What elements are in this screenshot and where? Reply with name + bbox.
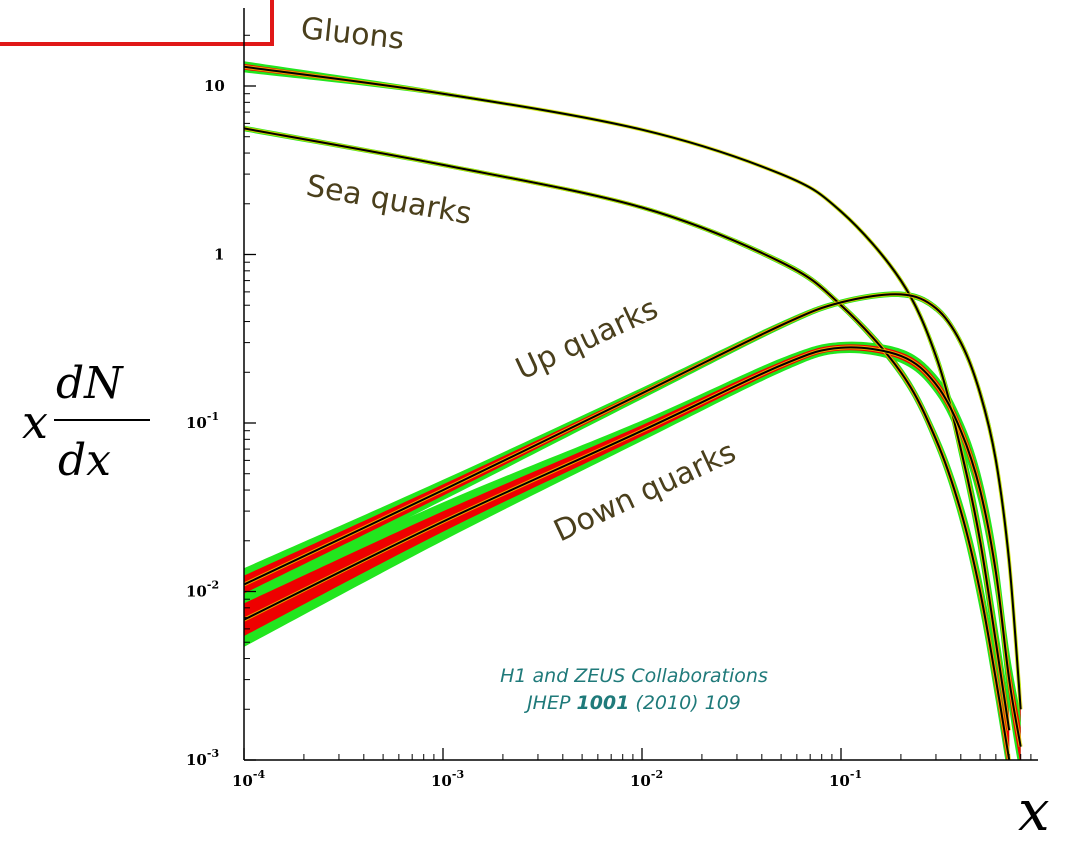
citation: H1 and ZEUS Collaborations JHEP 1001 (20… xyxy=(424,663,844,717)
y-tick-label: 1 xyxy=(214,246,224,264)
up-quarks-central-line xyxy=(244,293,1022,710)
y-tick-label: 10-1 xyxy=(186,410,219,432)
x-axis-label: x xyxy=(1018,779,1050,839)
citation-line2: JHEP 1001 (2010) 109 xyxy=(424,690,844,717)
sea-quarks-central-line xyxy=(244,127,1011,760)
citation-line1: H1 and ZEUS Collaborations xyxy=(500,665,768,687)
down-quarks-central-line xyxy=(244,346,1022,747)
gluons-outer-band xyxy=(244,61,1010,758)
x-tick-label: 10-2 xyxy=(630,768,663,790)
y-axis-label: x dN dx xyxy=(22,358,150,486)
ylabel-numerator: dN xyxy=(56,358,124,409)
y-tick-label: 10 xyxy=(204,77,225,95)
ylabel-x: x xyxy=(22,395,48,449)
up-quarks-inner-band xyxy=(244,292,1021,723)
red-frame-corner xyxy=(0,0,274,46)
label-gluons: Gluons xyxy=(299,11,406,57)
axes: 10-4 10-3 10-2 10-1 10-3 10-2 10-1 1 10 xyxy=(186,8,1038,790)
citation-journal: JHEP xyxy=(527,692,577,714)
y-tick-label: 10-3 xyxy=(186,747,219,769)
y-tick-label: 10-2 xyxy=(186,579,219,601)
down-quarks-inner-band xyxy=(244,344,1021,760)
citation-volume: 1001 xyxy=(576,692,630,714)
x-tick-label: 10-1 xyxy=(829,768,862,790)
label-up-quarks: Up quarks xyxy=(511,291,664,387)
gluons-central-line xyxy=(244,65,1011,731)
x-tick-label: 10-3 xyxy=(431,768,464,790)
citation-pages: (2010) 109 xyxy=(629,692,741,714)
label-sea-quarks: Sea quarks xyxy=(304,168,475,232)
ylabel-denominator: dx xyxy=(58,435,111,486)
x-tick-label: 10-4 xyxy=(232,768,265,790)
